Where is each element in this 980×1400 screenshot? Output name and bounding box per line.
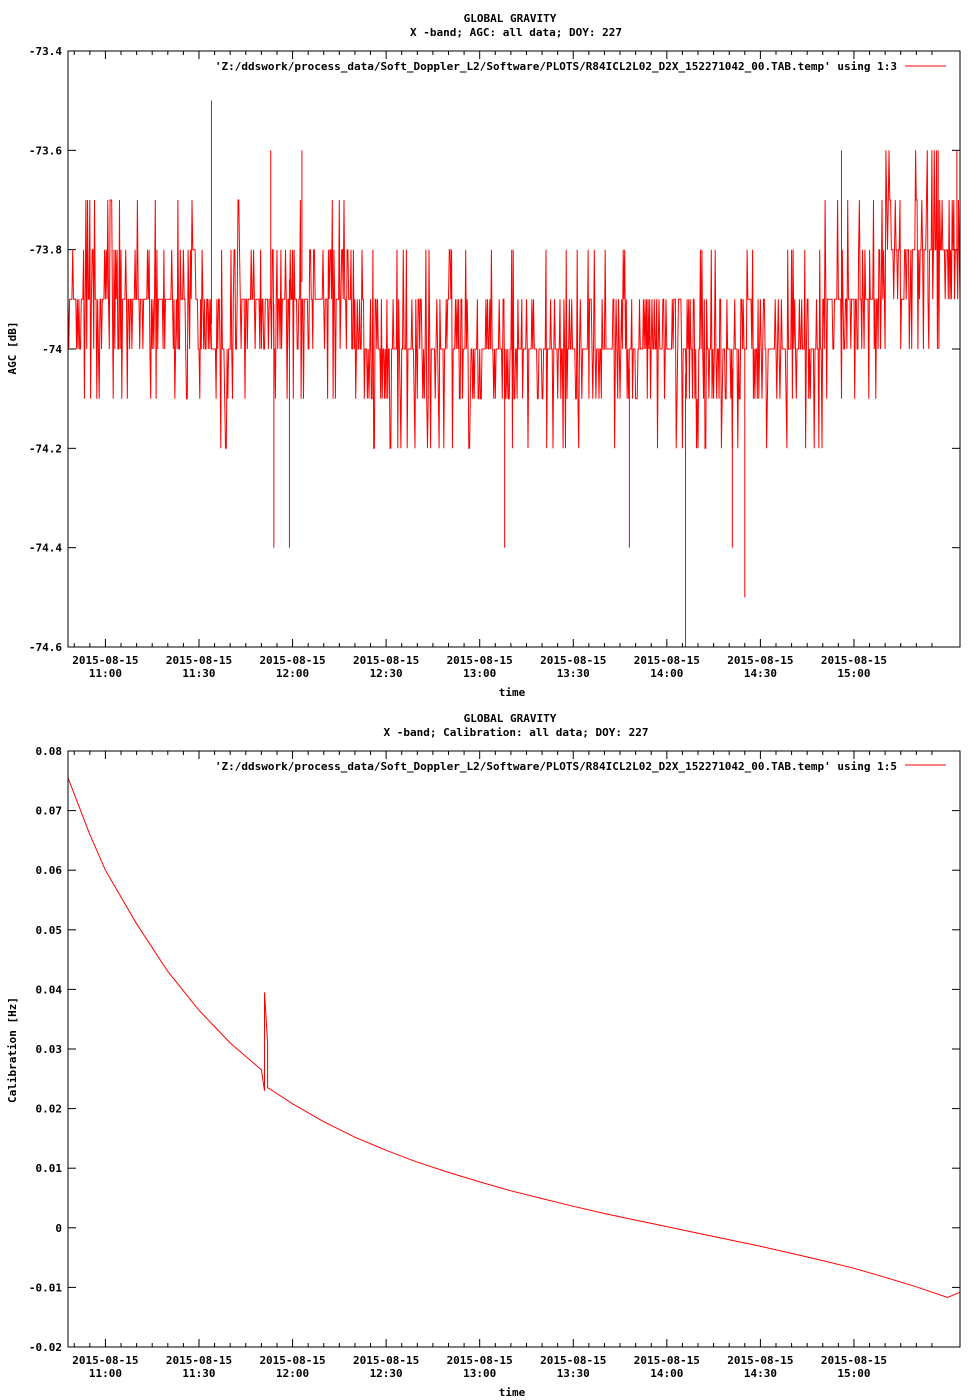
chart-subtitle: X -band; AGC: all data; DOY: 227 [410, 26, 622, 39]
chart-title: GLOBAL GRAVITY [464, 712, 557, 725]
x-tick-label-time: 14:00 [650, 1367, 683, 1380]
x-tick-label-date: 2015-08-15 [166, 654, 232, 667]
y-tick-label: 0 [55, 1222, 62, 1235]
axes: 0.08 0.07 0.06 0.05 0.04 0.03 0.02 0.01 0 -0.01 -0… [29, 745, 960, 1380]
y-tick-label: -0.01 [29, 1281, 62, 1294]
calibration-chart: GLOBAL GRAVITY X -band; Calibration: all… [6, 712, 961, 1399]
axes: -73.4 -73.6 -73.8 -74 -74.2 -74.4 -74.6 2015-08… [29, 45, 960, 680]
x-tick-label-date: 2015-08-15 [353, 1354, 419, 1367]
y-tick-label: -74.4 [29, 542, 62, 555]
x-axis-label: time [499, 686, 526, 699]
chart-title: GLOBAL GRAVITY [464, 12, 557, 25]
x-tick-label-time: 11:00 [89, 667, 122, 680]
chart-subtitle: X -band; Calibration: all data; DOY: 227 [384, 726, 649, 739]
legend-label: 'Z:/ddswork/process_data/Soft_Doppler_L2… [215, 60, 897, 73]
y-tick-label: -0.02 [29, 1341, 62, 1354]
y-tick-label: -73.4 [29, 45, 62, 58]
x-tick-label-date: 2015-08-15 [540, 1354, 606, 1367]
legend-label: 'Z:/ddswork/process_data/Soft_Doppler_L2… [215, 760, 897, 773]
x-tick-label-date: 2015-08-15 [727, 1354, 793, 1367]
x-tick-label-time: 13:00 [463, 667, 496, 680]
x-tick-label-time: 12:00 [276, 667, 309, 680]
x-tick-label-time: 15:00 [837, 1367, 870, 1380]
x-tick-label-time: 12:30 [370, 1367, 403, 1380]
x-tick-label-date: 2015-08-15 [259, 654, 325, 667]
x-tick-label-time: 14:30 [744, 667, 777, 680]
plot-frame [67, 50, 961, 648]
series-line [67, 777, 961, 1299]
y-tick-label: -73.8 [29, 244, 62, 257]
x-tick-label-date: 2015-08-15 [634, 654, 700, 667]
x-tick-label-time: 13:30 [557, 1367, 590, 1380]
x-tick-label-date: 2015-08-15 [447, 654, 513, 667]
x-tick-label-date: 2015-08-15 [821, 1354, 887, 1367]
x-tick-label-time: 14:00 [650, 667, 683, 680]
x-tick-label-time: 11:30 [182, 1367, 215, 1380]
y-tick-label: -74.2 [29, 442, 62, 455]
y-tick-label: 0.08 [36, 745, 63, 758]
y-tick-label: 0.04 [36, 983, 63, 996]
y-tick-label: -73.6 [29, 144, 62, 157]
agc-chart: GLOBAL GRAVITY X -band; AGC: all data; D… [6, 12, 961, 699]
x-tick-label-date: 2015-08-15 [634, 1354, 700, 1367]
x-axis-label: time [499, 1386, 526, 1399]
x-tick-label-time: 12:30 [370, 667, 403, 680]
y-axis-label: AGC [dB] [6, 322, 19, 375]
y-tick-label: 0.05 [36, 924, 63, 937]
x-tick-label-date: 2015-08-15 [821, 654, 887, 667]
y-tick-label: 0.07 [36, 805, 63, 818]
series-line-group [67, 100, 961, 647]
y-tick-label: 0.03 [36, 1043, 63, 1056]
x-tick-label-time: 13:00 [463, 1367, 496, 1380]
x-tick-label-time: 15:00 [837, 667, 870, 680]
x-tick-label-date: 2015-08-15 [540, 654, 606, 667]
series-line-group [67, 777, 961, 1299]
y-tick-label: 0.01 [36, 1162, 63, 1175]
x-tick-label-time: 11:30 [182, 667, 215, 680]
x-tick-label-date: 2015-08-15 [259, 1354, 325, 1367]
y-tick-label: -74.6 [29, 641, 62, 654]
x-tick-label-time: 12:00 [276, 1367, 309, 1380]
x-tick-label-date: 2015-08-15 [727, 654, 793, 667]
series-line [67, 150, 961, 449]
plot-frame [67, 750, 961, 1348]
y-tick-label: 0.02 [36, 1103, 63, 1116]
x-tick-label-time: 13:30 [557, 667, 590, 680]
x-tick-label-date: 2015-08-15 [166, 1354, 232, 1367]
x-tick-label-date: 2015-08-15 [447, 1354, 513, 1367]
x-tick-label-date: 2015-08-15 [72, 1354, 138, 1367]
x-tick-label-date: 2015-08-15 [353, 654, 419, 667]
y-tick-label: 0.06 [36, 864, 63, 877]
y-axis-label: Calibration [Hz] [6, 997, 19, 1103]
y-tick-label: -74 [42, 343, 62, 356]
x-tick-label-time: 11:00 [89, 1367, 122, 1380]
x-tick-label-date: 2015-08-15 [72, 654, 138, 667]
x-tick-label-time: 14:30 [744, 1367, 777, 1380]
